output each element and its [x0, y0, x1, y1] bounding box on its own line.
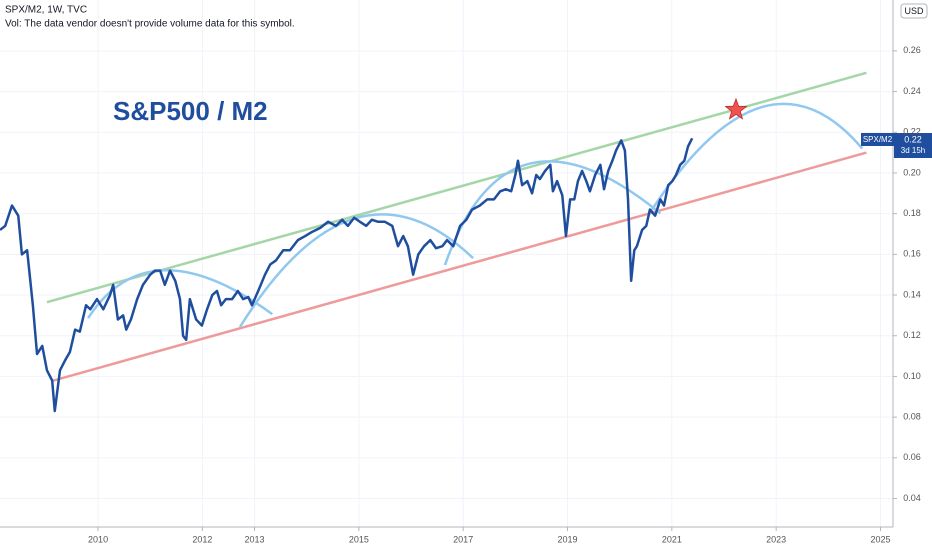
star	[724, 97, 748, 120]
x-tick-label: 2017	[453, 534, 473, 544]
x-tick-label: 2013	[245, 534, 265, 544]
y-tick-label: 0.14	[903, 289, 921, 299]
chart-title: SPX/M2, 1W, TVC	[5, 5, 87, 16]
y-tick-label: 0.12	[903, 330, 921, 340]
y-tick-label: 0.06	[903, 452, 921, 462]
currency-box[interactable]	[900, 3, 928, 19]
price-tag-countdown: 3d 15h	[901, 146, 925, 155]
y-tick-label: 0.16	[903, 249, 921, 259]
y-tick-label: 0.10	[903, 371, 921, 381]
annotation: S&P500 / M2	[113, 96, 268, 126]
y-tick-label: 0.26	[903, 45, 921, 55]
trendline	[46, 71, 867, 304]
x-tick-label: 2021	[662, 534, 682, 544]
y-tick-label: 0.04	[903, 493, 921, 503]
arc	[87, 268, 274, 319]
x-tick-label: 2019	[557, 534, 577, 544]
arc	[647, 102, 864, 216]
x-tick-label: 2023	[766, 534, 786, 544]
y-tick-label: 0.24	[903, 86, 921, 96]
trendline	[51, 151, 867, 383]
y-tick-label: 0.08	[903, 411, 921, 421]
series-tag	[861, 133, 894, 146]
x-tick-label: 2012	[192, 534, 212, 544]
currency[interactable]: USD	[904, 6, 924, 16]
price-tag-value: 0.22	[904, 134, 922, 144]
chart-subtitle: Vol: The data vendor doesn't provide vol…	[5, 19, 295, 30]
series-tag-name: SPX/M2	[863, 135, 893, 144]
y-tick-label: 0.18	[903, 208, 921, 218]
y-tick-label: 0.22	[903, 127, 921, 137]
y-tick-label: 0.20	[903, 167, 921, 177]
x-tick-label: 2025	[870, 534, 890, 544]
price-tag	[894, 133, 932, 158]
x-tick-label: 2010	[88, 534, 108, 544]
series-line	[0, 137, 694, 413]
x-tick-label: 2015	[349, 534, 369, 544]
